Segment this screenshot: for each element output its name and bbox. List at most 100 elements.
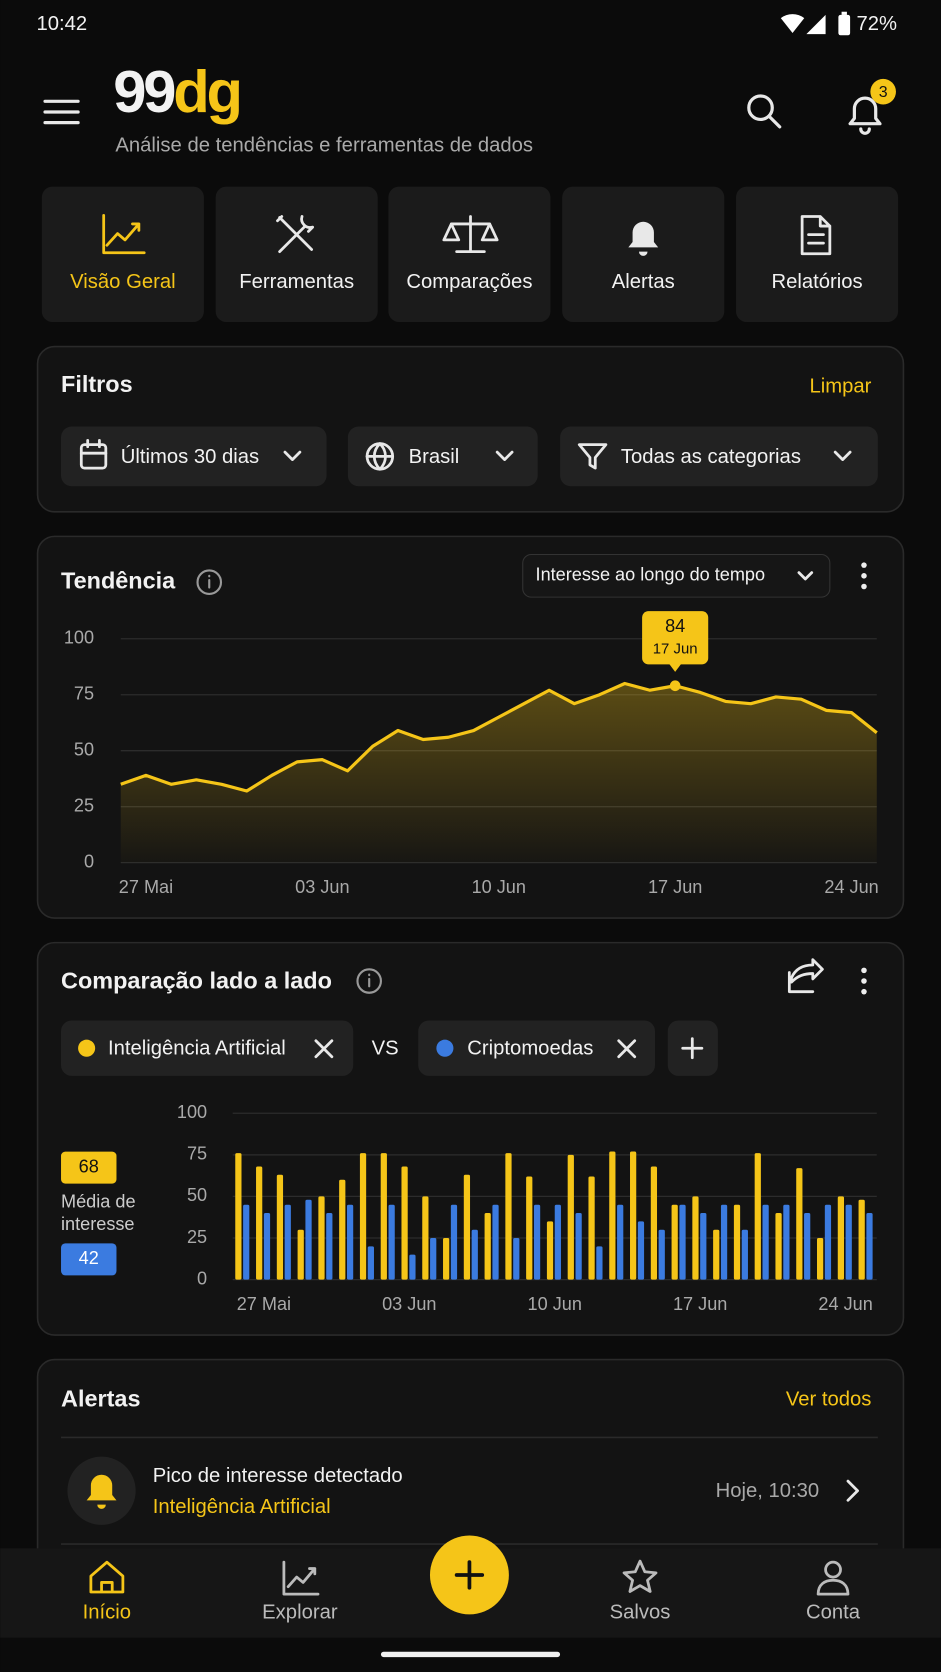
average-label: Média de xyxy=(61,1192,136,1212)
status-battery: 72% xyxy=(857,13,898,35)
comparison-card xyxy=(36,941,905,1336)
tab-icon xyxy=(800,215,832,256)
logo-main: 99 xyxy=(113,58,174,125)
view-dropdown[interactable] xyxy=(522,553,831,598)
bar xyxy=(450,1204,458,1280)
nav-label[interactable]: Salvos xyxy=(610,1602,671,1624)
x-tick-label: 17 Jun xyxy=(648,877,702,897)
more-menu[interactable] xyxy=(861,967,867,995)
bar xyxy=(845,1204,852,1280)
x-tick-label: 03 Jun xyxy=(382,1294,436,1314)
bar xyxy=(401,1166,408,1280)
y-tick-label: 100 xyxy=(177,1102,207,1122)
bar xyxy=(326,1213,333,1280)
average-value: 42 xyxy=(79,1248,99,1268)
nav-tabs: Visão Geral Ferramentas Comparações Aler… xyxy=(41,186,899,323)
see-all[interactable]: Ver todos xyxy=(786,1388,872,1410)
category-dropdown[interactable] xyxy=(560,426,878,487)
bar xyxy=(526,1176,533,1280)
filters-title: Filtros xyxy=(61,371,133,397)
nav-icon xyxy=(282,1560,320,1596)
x-tick-label: 24 Jun xyxy=(818,1294,872,1314)
search-button[interactable] xyxy=(747,94,782,129)
comparison-title: Comparação lado a lado xyxy=(61,967,332,993)
bar xyxy=(505,1153,512,1280)
series-chip[interactable] xyxy=(61,1020,354,1076)
bar xyxy=(367,1246,374,1280)
bar xyxy=(318,1196,325,1280)
vs-label: VS xyxy=(372,1038,399,1060)
tab-icon xyxy=(102,214,146,255)
bar xyxy=(783,1204,790,1280)
bar xyxy=(637,1221,645,1280)
chevron xyxy=(797,571,814,581)
bar xyxy=(824,1204,832,1280)
bar xyxy=(804,1213,811,1280)
fab-icon xyxy=(454,1560,485,1590)
bar xyxy=(284,1204,291,1280)
alert-time: Hoje, 10:30 xyxy=(716,1480,820,1502)
bar xyxy=(422,1196,429,1280)
alert-title[interactable]: Pico de interesse detectado xyxy=(153,1465,403,1487)
tab[interactable] xyxy=(41,186,204,323)
tooltip-point xyxy=(669,680,681,692)
series-chip[interactable] xyxy=(418,1020,655,1076)
chip-icons xyxy=(314,1037,704,1060)
view-label: Interesse ao longo do tempo xyxy=(536,565,766,585)
bar xyxy=(596,1246,603,1280)
tab-label: Visão Geral xyxy=(70,271,175,293)
average-badge xyxy=(61,1151,117,1184)
bar xyxy=(866,1213,873,1280)
bar xyxy=(339,1179,346,1280)
bar xyxy=(256,1166,263,1280)
tooltip-pointer xyxy=(668,663,682,672)
average-label: interesse xyxy=(61,1214,134,1234)
y-tick-label: 25 xyxy=(187,1227,207,1247)
trend-title: Tendência xyxy=(61,567,176,593)
clear-filters[interactable]: Limpar xyxy=(810,375,872,397)
nav-icon xyxy=(622,1559,658,1593)
bar xyxy=(554,1204,561,1280)
legend-label: Inteligência Artificial xyxy=(108,1038,286,1060)
status-time: 10:42 xyxy=(37,13,88,35)
x-tick-label: 10 Jun xyxy=(472,877,526,897)
bar xyxy=(305,1199,312,1280)
date-dropdown[interactable] xyxy=(61,426,327,487)
y-tick-label: 100 xyxy=(64,628,94,648)
bar xyxy=(733,1204,741,1280)
info-icon[interactable] xyxy=(196,569,223,596)
x-tick-label: 24 Jun xyxy=(824,877,878,897)
y-tick-label: 50 xyxy=(74,739,94,759)
share-button[interactable] xyxy=(787,958,824,994)
tab[interactable] xyxy=(215,186,378,323)
x-tick-label: 27 Mai xyxy=(237,1294,291,1314)
bar xyxy=(816,1238,824,1280)
more-menu[interactable] xyxy=(861,562,867,590)
tab-icon xyxy=(276,215,315,254)
region-dropdown[interactable] xyxy=(347,426,538,487)
info-icon[interactable] xyxy=(356,968,382,994)
y-tick-label: 0 xyxy=(84,851,94,871)
bar xyxy=(276,1174,284,1280)
notifications-button[interactable] xyxy=(848,78,896,135)
nav-label[interactable]: Início xyxy=(83,1602,131,1624)
menu-button[interactable] xyxy=(43,99,80,125)
bar xyxy=(346,1204,354,1280)
bar xyxy=(796,1168,803,1280)
bar xyxy=(430,1238,437,1280)
nav-label[interactable]: Conta xyxy=(806,1602,861,1624)
tooltip-box xyxy=(642,611,709,665)
bar xyxy=(762,1204,769,1280)
legend-dot xyxy=(436,1039,454,1057)
header-subtitle: Análise de tendências e ferramentas de d… xyxy=(115,134,533,156)
bar xyxy=(567,1154,574,1280)
dropdown-label: Todas as categorias xyxy=(621,446,801,468)
tab[interactable] xyxy=(388,186,551,323)
bar xyxy=(297,1229,304,1280)
logo-accent: dg xyxy=(173,58,240,125)
x-tick-label: 10 Jun xyxy=(528,1294,582,1314)
nav-label[interactable]: Explorar xyxy=(262,1602,338,1624)
alert-icon xyxy=(86,1474,117,1509)
alerts-title: Alertas xyxy=(61,1385,140,1411)
